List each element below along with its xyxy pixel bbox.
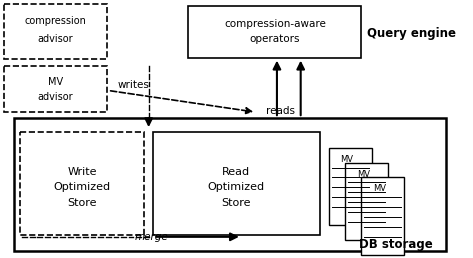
- Bar: [153, 132, 320, 235]
- Bar: [20, 132, 144, 235]
- Text: Optimized: Optimized: [208, 182, 264, 192]
- Text: Query engine: Query engine: [367, 27, 456, 39]
- Bar: [4, 4, 107, 59]
- Text: MV: MV: [48, 77, 63, 86]
- Text: writes: writes: [117, 80, 149, 91]
- Text: MV: MV: [357, 170, 370, 179]
- Text: Store: Store: [67, 198, 97, 208]
- Text: operators: operators: [250, 34, 300, 44]
- Bar: [345, 163, 388, 240]
- Text: compression: compression: [25, 16, 87, 26]
- Text: Optimized: Optimized: [53, 182, 111, 192]
- Bar: [14, 118, 446, 251]
- Text: Read: Read: [222, 166, 250, 176]
- Bar: [4, 66, 107, 112]
- Text: MV: MV: [373, 184, 386, 194]
- Bar: [188, 6, 361, 58]
- Text: compression-aware: compression-aware: [224, 19, 326, 29]
- Bar: [329, 148, 372, 225]
- Text: advisor: advisor: [38, 92, 73, 102]
- Text: advisor: advisor: [38, 34, 73, 44]
- Text: Store: Store: [221, 198, 251, 208]
- Text: merge: merge: [134, 232, 168, 242]
- Bar: [361, 178, 404, 255]
- Text: MV: MV: [341, 155, 354, 164]
- Text: DB storage: DB storage: [359, 238, 433, 251]
- Text: Write: Write: [67, 166, 97, 176]
- Text: reads: reads: [265, 106, 295, 116]
